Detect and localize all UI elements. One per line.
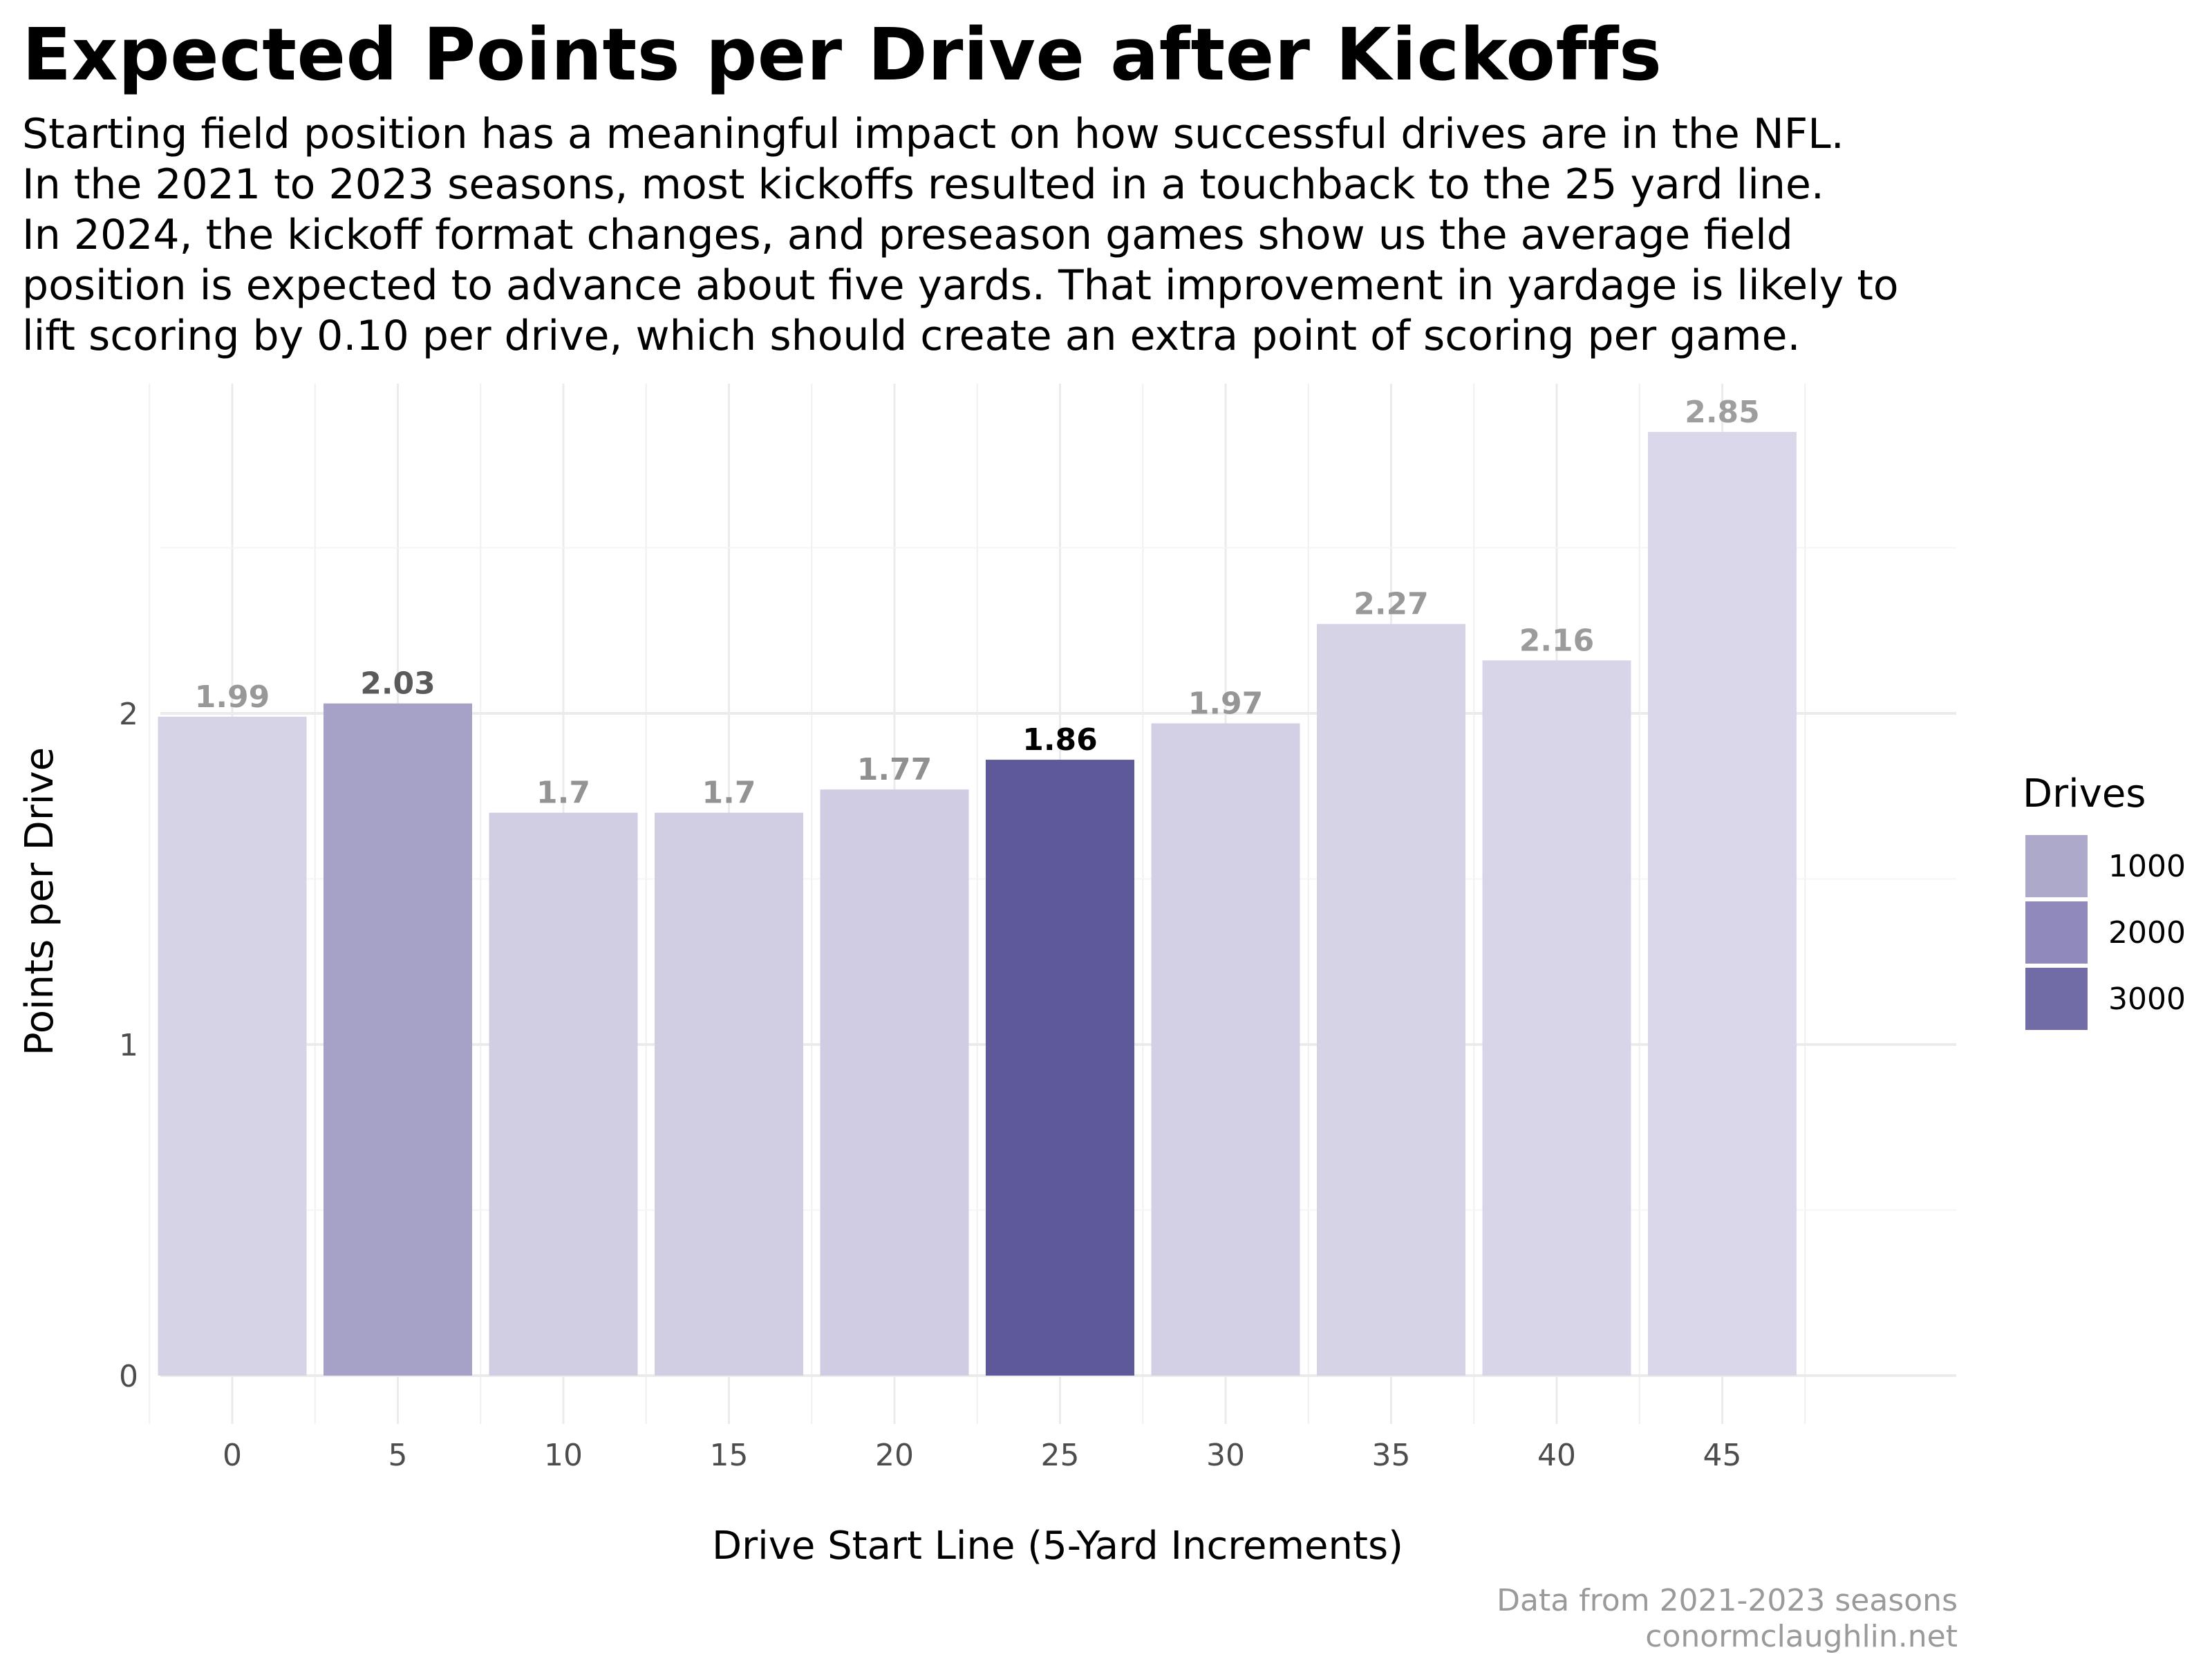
bar xyxy=(1648,431,1797,1376)
bar-value-label: 1.99 xyxy=(195,679,270,715)
legend-label: 2000 xyxy=(2108,915,2186,950)
subtitle-line: In 2024, the kickoff format changes, and… xyxy=(22,211,1793,259)
bar xyxy=(324,703,472,1376)
data-labels: 1.99 2.03 1.7 1.7 1.77 1.86 1.97 2.27 2.16 2.85 xyxy=(195,395,1760,811)
bars xyxy=(158,431,1797,1376)
bar xyxy=(1151,723,1300,1376)
bar xyxy=(489,812,638,1376)
caption-source: Data from 2021-2023 seasons xyxy=(1497,1583,1958,1618)
legend-swatch xyxy=(2025,835,2088,897)
x-tick-label: 10 xyxy=(544,1438,583,1473)
bar xyxy=(655,812,803,1376)
bar xyxy=(1317,624,1465,1376)
legend-title: Drives xyxy=(2023,771,2146,816)
bar-value-label: 2.03 xyxy=(360,666,435,702)
bar xyxy=(820,789,969,1376)
bar-value-label: 2.85 xyxy=(1685,395,1760,430)
y-tick-label: 0 xyxy=(119,1359,138,1394)
x-axis-ticks: 0 5 10 15 20 25 30 35 40 45 xyxy=(223,1438,1742,1473)
subtitle-line: lift scoring by 0.10 per drive, which sh… xyxy=(22,312,1801,360)
bar-value-label: 1.7 xyxy=(536,776,590,811)
x-tick-label: 5 xyxy=(388,1438,408,1473)
y-tick-label: 1 xyxy=(119,1028,138,1063)
bar xyxy=(986,760,1134,1376)
legend-swatch xyxy=(2025,968,2088,1030)
subtitle-line: position is expected to advance about fi… xyxy=(22,261,1899,310)
y-axis-ticks: 0 1 2 xyxy=(119,697,138,1394)
x-tick-label: 30 xyxy=(1206,1438,1245,1473)
bar-value-label: 2.16 xyxy=(1519,623,1595,658)
bar-value-label: 1.97 xyxy=(1188,686,1264,721)
x-tick-label: 15 xyxy=(710,1438,749,1473)
subtitle-line: Starting field position has a meaningful… xyxy=(22,110,1844,158)
legend-label: 1000 xyxy=(2108,849,2186,884)
x-axis-title: Drive Start Line (5-Yard Increments) xyxy=(712,1524,1403,1568)
bar-value-label: 2.27 xyxy=(1353,587,1429,622)
chart-caption: Data from 2021-2023 seasons conormclaugh… xyxy=(1497,1583,1958,1655)
x-tick-label: 0 xyxy=(223,1438,242,1473)
legend-label: 3000 xyxy=(2108,982,2186,1017)
x-tick-label: 35 xyxy=(1372,1438,1411,1473)
bar xyxy=(158,716,307,1376)
bar-value-label: 1.77 xyxy=(857,752,932,787)
x-tick-label: 45 xyxy=(1703,1438,1742,1473)
chart-subtitle: Starting field position has a meaningful… xyxy=(22,109,1899,362)
x-tick-label: 25 xyxy=(1041,1438,1080,1473)
caption-site: conormclaughlin.net xyxy=(1645,1619,1958,1654)
legend-swatch xyxy=(2025,901,2088,964)
legend: Drives 1000 2000 3000 xyxy=(2023,771,2186,1030)
x-tick-label: 20 xyxy=(875,1438,914,1473)
chart-title: Expected Points per Drive after Kickoffs xyxy=(22,12,1662,97)
subtitle-line: In the 2021 to 2023 seasons, most kickof… xyxy=(22,160,1824,209)
y-tick-label: 2 xyxy=(119,697,138,732)
bar xyxy=(1482,660,1631,1376)
bar-value-label: 1.7 xyxy=(702,776,756,811)
y-axis-title: Points per Drive xyxy=(17,747,62,1056)
x-tick-label: 40 xyxy=(1537,1438,1576,1473)
bar-value-label: 1.86 xyxy=(1022,722,1098,758)
